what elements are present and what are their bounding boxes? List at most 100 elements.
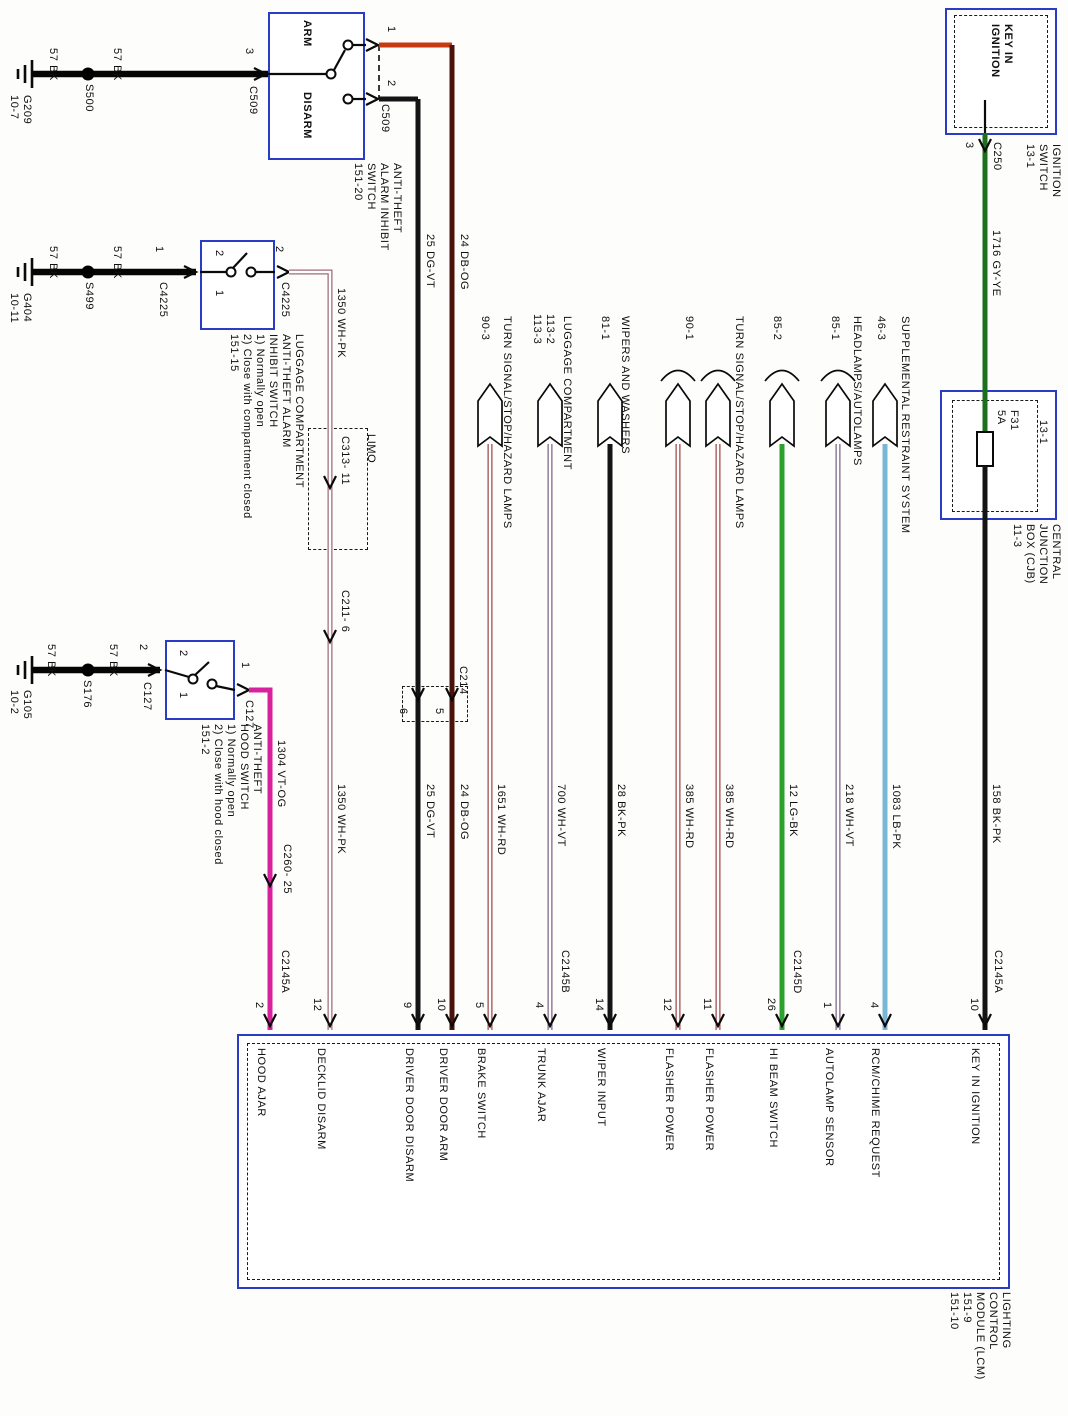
circuit-label: TURN SIGNAL/STOP/HAZARD LAMPS (501, 316, 513, 529)
wire-label: 57 BK (111, 246, 123, 279)
wire-label: 1350 WH-PK (335, 288, 347, 359)
lcm-entry-arrow (878, 1013, 892, 1029)
pin-label: 2 (385, 80, 397, 87)
wire-1304-vt-og (249, 687, 273, 1030)
lcm-input-flasher-power: FLASHER POWER (663, 1048, 675, 1152)
lcm-entry-arrow (543, 1013, 557, 1029)
wire-label: 385 WH-RD (683, 784, 695, 849)
wire-label: 218 WH-VT (843, 784, 855, 847)
circuit-continuation-arrow (769, 382, 795, 448)
component-label-lcm: LIGHTING CONTROL MODULE (LCM) 151-9 151-… (948, 1292, 1012, 1380)
connector-label: C4225 (157, 282, 169, 318)
switch-position-disarm: DISARM (301, 92, 313, 139)
connector-label: C260- 25 (281, 844, 293, 895)
ground-label: G209 10-7 (8, 95, 33, 125)
page-ref-label: 46-3 (875, 316, 887, 341)
circuit-arc-icon (764, 369, 800, 382)
ground-icon (16, 60, 34, 88)
pin-label: 14 (593, 998, 605, 1012)
luggage-switch-box (200, 240, 275, 330)
c214-connector-box (402, 686, 468, 722)
lcm-input-wiper-input: WIPER INPUT (595, 1048, 607, 1127)
connector-arrow-icon (365, 38, 381, 52)
wire-label: 1304 VT-OG (275, 740, 287, 808)
wire-label: 1350 WH-PK (335, 784, 347, 855)
page-ref-label: 13-1 (1037, 420, 1049, 445)
connector-arrow-icon (445, 687, 459, 703)
pin-label: 1 (153, 246, 165, 253)
page-ref-label: 85-1 (829, 316, 841, 341)
wire-label: 25 DG-VT (424, 234, 436, 289)
lcm-input-driver-door-arm: DRIVER DOOR ARM (437, 1048, 449, 1162)
circuit-continuation-arrow (825, 382, 851, 448)
connector-label: C2145A (992, 950, 1004, 994)
lcm-input-flasher-power: FLASHER POWER (703, 1048, 715, 1152)
circuit-continuation-arrow (872, 382, 898, 448)
fuse-f31-icon (976, 431, 994, 467)
connector-arrow-icon (978, 138, 992, 154)
ground-label: G105 10-2 (8, 690, 33, 720)
pin-label: 3 (963, 142, 975, 149)
splice-label: S499 (83, 282, 95, 311)
ground-label: G404 10-11 (8, 293, 33, 324)
switch-note-ref: 2 (177, 650, 189, 657)
circuit-continuation-arrow (705, 382, 731, 448)
connector-label: C2145D (791, 950, 803, 994)
wire-label: 700 WH-VT (555, 784, 567, 847)
connector-label: C127 (243, 700, 255, 729)
component-label: ANTI-THEFT HOOD SWITCH 1) Normally open … (199, 724, 263, 865)
lcm-input-autolamp-sensor: AUTOLAMP SENSOR (823, 1048, 835, 1167)
pin-label: 1 (239, 662, 251, 669)
pin-label: 10 (968, 998, 980, 1012)
lcm-input-rcm-chime-request: RCM/CHIME REQUEST (869, 1048, 881, 1178)
limo-connector-box (308, 428, 368, 550)
page-ref-label: 90-3 (479, 316, 491, 341)
lighting-control-module-box (237, 1034, 1010, 1289)
wire-label: 57 BK (111, 48, 123, 81)
pin-label: 26 (765, 998, 777, 1012)
wire-1350-wh-pk-core (289, 270, 332, 1030)
component-label: CENTRAL JUNCTION BOX (CJB) 11-3 (1011, 524, 1062, 585)
circuit-label: HEADLAMPS/AUTOLAMPS (851, 316, 863, 466)
circuit-continuation-arrow (537, 382, 563, 448)
pin-label: 2 (137, 644, 149, 651)
pin-label: 1 (385, 26, 397, 33)
luggage-switch-symbol (200, 252, 275, 278)
lcm-input-brake-switch: BRAKE SWITCH (475, 1048, 487, 1139)
lcm-entry-arrow (978, 1013, 992, 1029)
pin-label: 10 (435, 998, 447, 1012)
page-ref-label: 81-1 (599, 316, 611, 341)
wire-label: 25 DG-VT (424, 784, 436, 839)
wire-label: 28 BK-PK (615, 784, 627, 838)
pin-label: 5 (473, 1002, 485, 1009)
pin-label: 6 (397, 708, 409, 715)
lcm-input-key-in-ignition: KEY IN IGNITION (969, 1048, 981, 1145)
connector-arrow-icon (183, 265, 199, 279)
page-ref-label: 90-1 (683, 316, 695, 341)
connector-arrow-icon (236, 683, 252, 697)
lcm-input-trunk-ajar: TRUNK AJAR (535, 1048, 547, 1123)
wire-label: 12 LG-BK (787, 784, 799, 838)
wire-label: 158 BK-PK (990, 784, 1002, 844)
key-in-ignition-inner-box (954, 15, 1048, 128)
circuit-continuation-arrow (597, 382, 623, 448)
circuit-label: LUGGAGE COMPARTMENT (561, 316, 573, 471)
component-label: KEY IN IGNITION (989, 24, 1014, 78)
connector-label: C4225 (279, 282, 291, 318)
connector-arrow-icon (147, 663, 163, 677)
connector-arrow-icon (323, 475, 337, 491)
circuit-label: WIPERS AND WASHERS (619, 316, 631, 455)
alarm-inhibit-switch-box (268, 12, 365, 160)
switch-note-ref: 1 (213, 290, 225, 297)
connector-label: C313- 11 (339, 436, 351, 486)
connector-arrow-icon (263, 873, 277, 889)
limo-label: LIMO (365, 434, 377, 464)
splice-label: S500 (83, 84, 95, 113)
pin-label: 3 (243, 48, 255, 55)
component-label: IGNITION SWITCH 13-1 (1024, 144, 1062, 198)
circuit-arc-icon (820, 369, 856, 382)
lcm-input-driver-door-disarm: DRIVER DOOR DISARM (403, 1048, 415, 1183)
wire-label: 57 BK (45, 644, 57, 677)
pin-label: 1 (821, 1002, 833, 1009)
pin-label: 9 (401, 1002, 413, 1009)
